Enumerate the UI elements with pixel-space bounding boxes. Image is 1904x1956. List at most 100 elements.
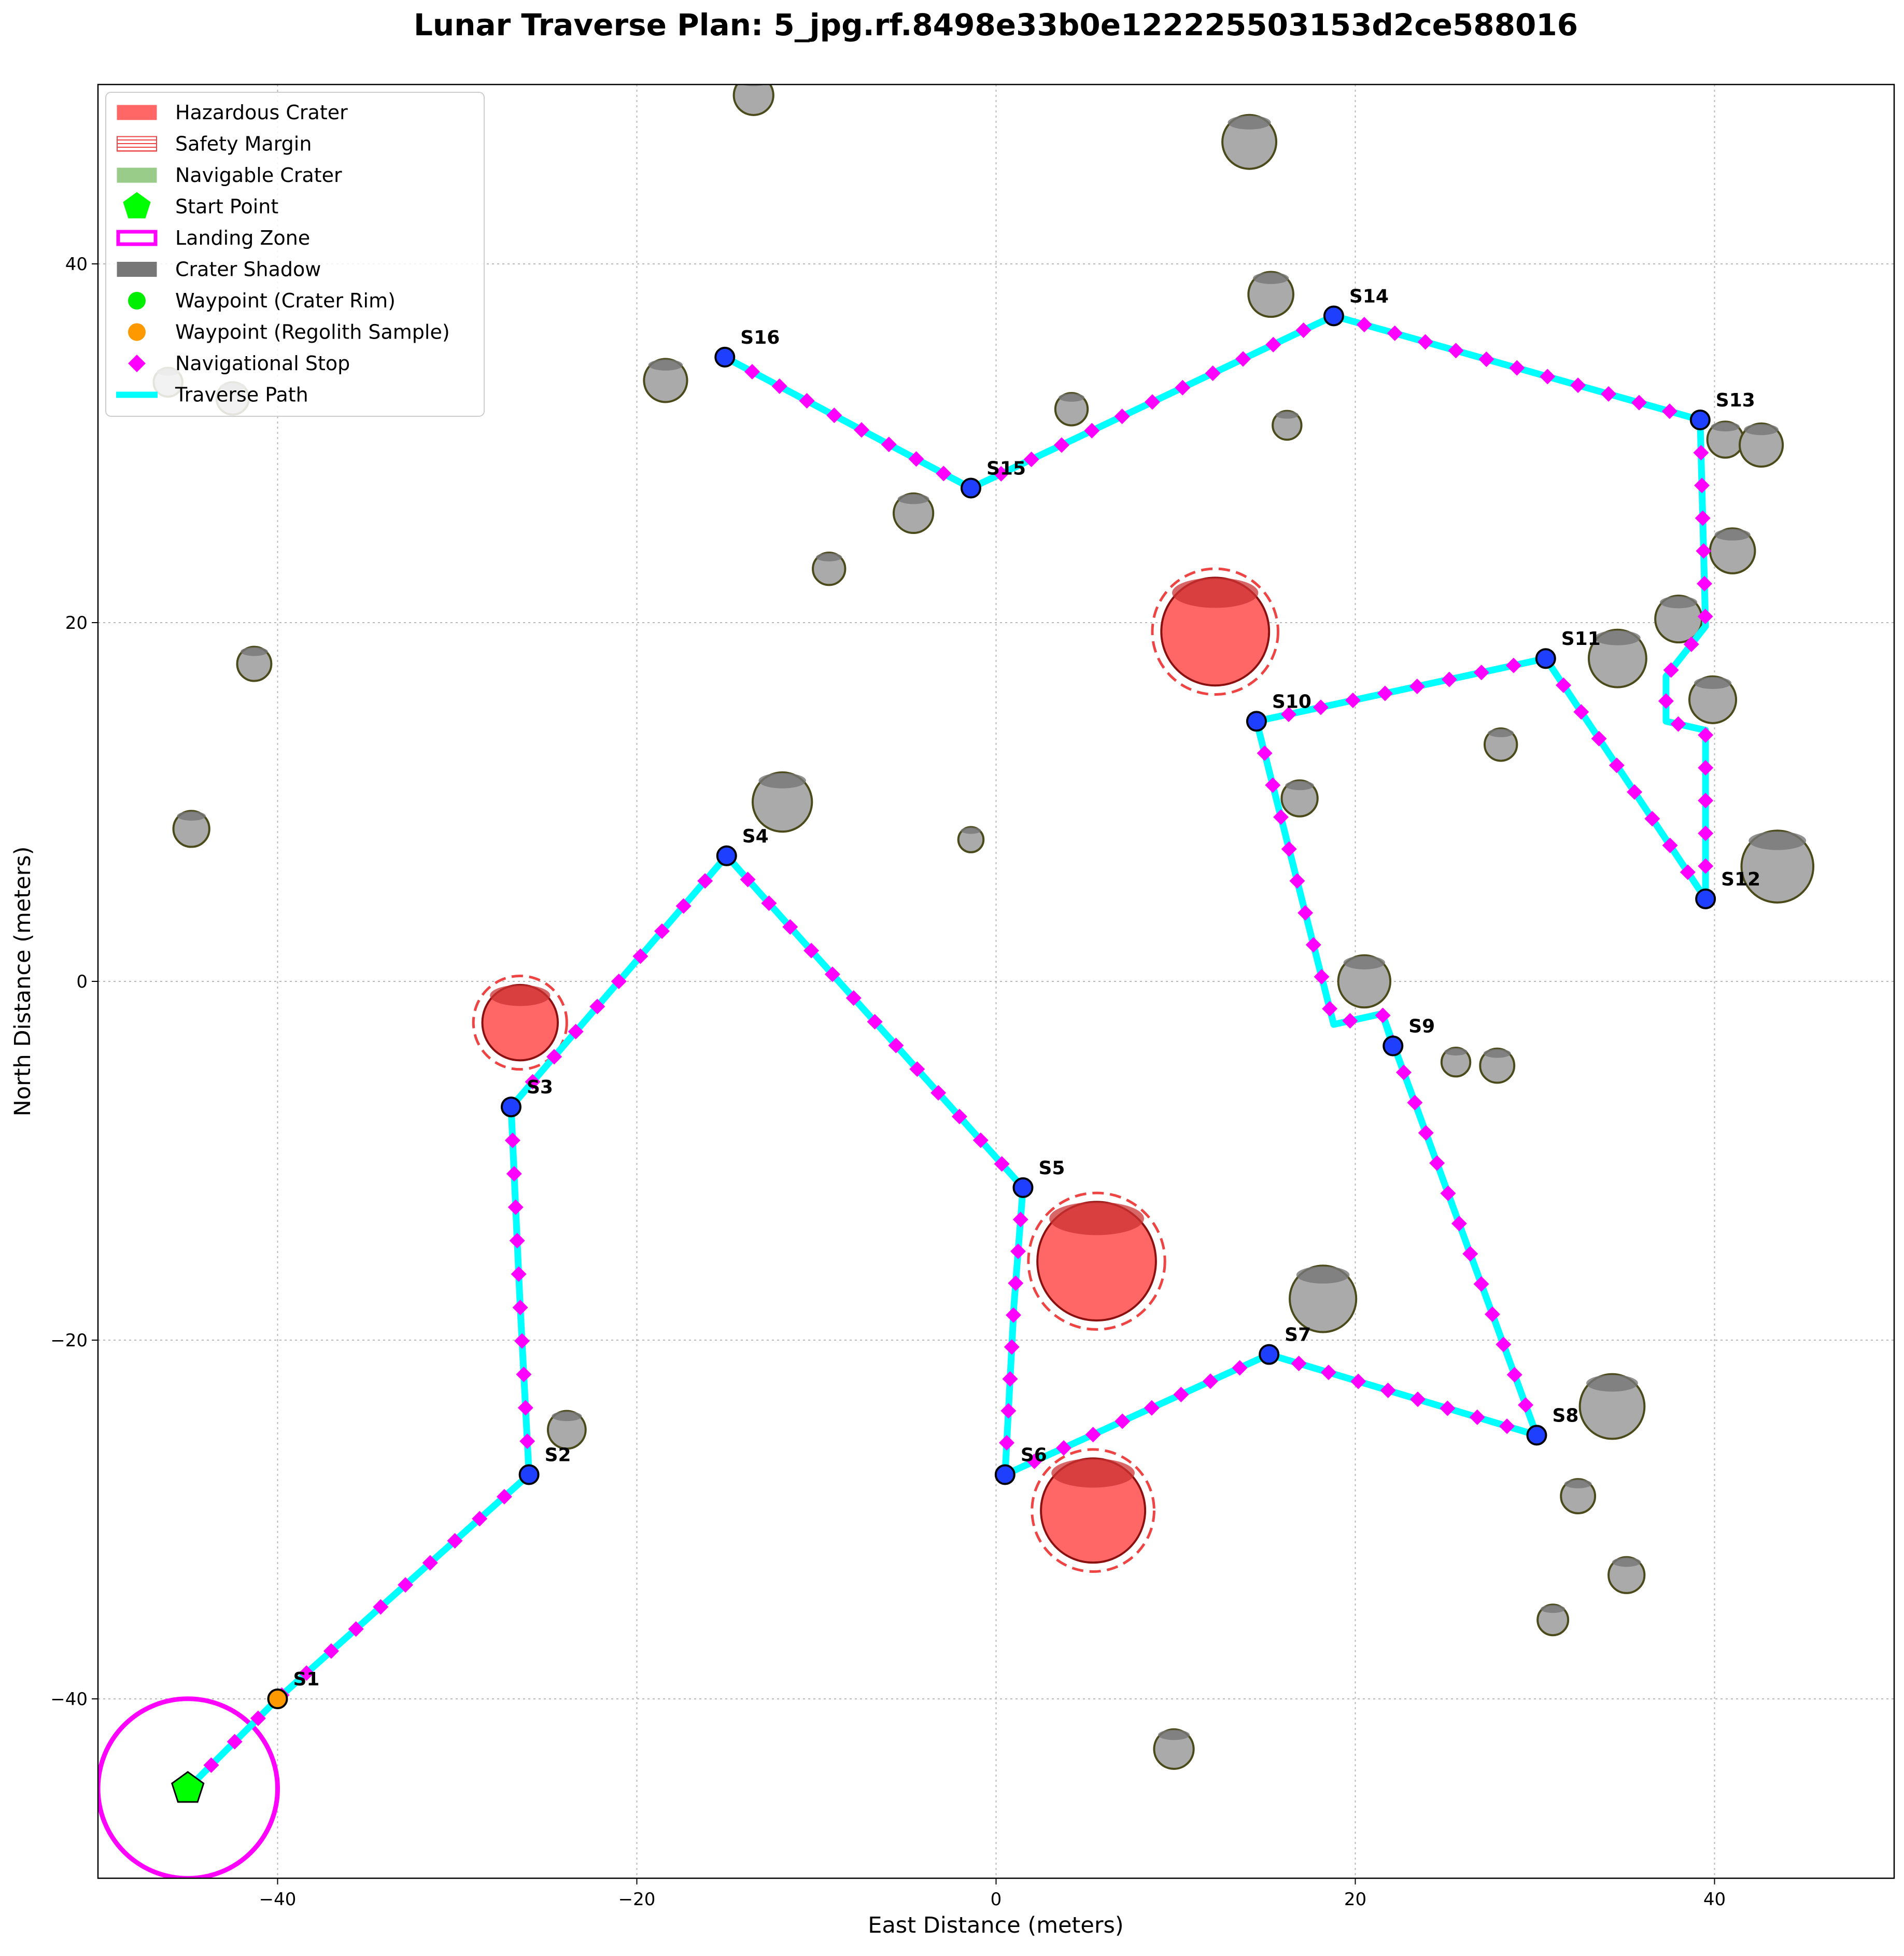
navigational-stop bbox=[519, 1433, 535, 1450]
waypoint-marker bbox=[1526, 1425, 1547, 1446]
navigational-stop bbox=[250, 1710, 266, 1726]
navigable-crater bbox=[1607, 1556, 1646, 1594]
navigational-stop bbox=[1144, 1400, 1160, 1416]
navigational-stop bbox=[1010, 1243, 1026, 1259]
navigational-stop bbox=[1631, 395, 1647, 411]
waypoint-label: S2 bbox=[545, 1445, 571, 1466]
navigational-stop bbox=[1429, 1155, 1445, 1171]
waypoint-marker bbox=[714, 346, 736, 368]
navigational-stop bbox=[771, 378, 787, 395]
navigational-stop bbox=[1591, 730, 1607, 747]
navigational-stop bbox=[1345, 692, 1361, 708]
navigational-stop bbox=[1698, 760, 1714, 776]
navigational-stop bbox=[654, 923, 670, 939]
waypoint-marker bbox=[1535, 648, 1556, 669]
navigable-crater bbox=[1280, 779, 1319, 818]
crater-shadow bbox=[1694, 677, 1732, 689]
navigable-crater bbox=[236, 645, 273, 682]
navigational-stop bbox=[1205, 365, 1221, 382]
x-tick-label: 20 bbox=[1344, 1889, 1366, 1910]
crater-shadow bbox=[1228, 115, 1271, 130]
crater-shadow bbox=[1541, 1605, 1565, 1613]
navigational-stop bbox=[504, 1132, 520, 1148]
legend-swatch bbox=[123, 192, 151, 219]
navigational-stop bbox=[1257, 745, 1273, 761]
hazard-crater-shadow bbox=[490, 984, 551, 1006]
waypoint-label: S15 bbox=[986, 458, 1026, 480]
hazard-crater-layer bbox=[472, 567, 1280, 1573]
navigational-stop bbox=[1175, 379, 1191, 396]
crater-shadow bbox=[758, 772, 806, 789]
legend-swatch bbox=[128, 323, 146, 341]
x-axis-label: East Distance (meters) bbox=[868, 1912, 1123, 1938]
chart-title: Lunar Traverse Plan: 5_jpg.rf.8498e33b0e… bbox=[414, 7, 1578, 43]
navigational-stop bbox=[203, 1757, 219, 1773]
navigable-crater bbox=[892, 492, 935, 534]
y-tick-label: 20 bbox=[65, 613, 88, 634]
navigational-stop bbox=[993, 466, 1009, 482]
navigational-stop bbox=[1601, 386, 1617, 402]
crater-shadow bbox=[1488, 728, 1514, 737]
navigable-crater bbox=[751, 771, 813, 833]
navigational-stop bbox=[1313, 699, 1329, 715]
navigational-stop bbox=[632, 948, 648, 964]
navigable-crater bbox=[1483, 727, 1518, 762]
navigational-stop bbox=[1696, 543, 1712, 559]
waypoint-marker bbox=[1259, 1344, 1280, 1365]
navigational-stop bbox=[1573, 704, 1589, 720]
navigational-stop bbox=[909, 1061, 925, 1077]
waypoint-label: S16 bbox=[740, 327, 780, 348]
crater-shadow bbox=[1285, 781, 1314, 791]
navigational-stop bbox=[1053, 437, 1069, 453]
navigational-stop bbox=[888, 1037, 904, 1053]
waypoint-marker bbox=[1323, 305, 1344, 327]
navigational-stop bbox=[1440, 1185, 1456, 1201]
navigational-stop bbox=[1114, 409, 1130, 425]
navigational-stop bbox=[1609, 757, 1625, 773]
navigable-crater bbox=[957, 826, 985, 853]
navigational-stop bbox=[512, 1300, 528, 1316]
y-tick-label: −40 bbox=[50, 1689, 88, 1710]
navigational-stop bbox=[1232, 1360, 1248, 1376]
navigational-stop bbox=[589, 998, 605, 1015]
legend-label: Navigable Crater bbox=[175, 164, 342, 187]
waypoint-marker bbox=[500, 1096, 521, 1118]
start-point bbox=[171, 1771, 205, 1803]
crater-shadow bbox=[1714, 529, 1751, 541]
navigable-crater bbox=[1272, 410, 1303, 441]
navigational-stop bbox=[1697, 575, 1713, 592]
crater-shadow bbox=[1711, 422, 1740, 432]
navigational-stop bbox=[1407, 1094, 1423, 1110]
legend-label: Landing Zone bbox=[175, 227, 310, 249]
waypoint-label: S1 bbox=[293, 1669, 320, 1690]
navigational-stop bbox=[908, 451, 924, 467]
hazard-crater bbox=[1040, 1457, 1147, 1564]
navigational-stop bbox=[1004, 1339, 1020, 1355]
navigational-stop bbox=[999, 1434, 1015, 1451]
navigable-crater bbox=[1688, 675, 1738, 724]
waypoint-label: S7 bbox=[1285, 1325, 1311, 1346]
navigable-crater-layer bbox=[152, 85, 1815, 1770]
navigational-stop bbox=[1509, 360, 1525, 376]
navigational-stop bbox=[1295, 322, 1311, 339]
navigational-stop bbox=[373, 1599, 389, 1615]
legend-label: Start Point bbox=[175, 195, 278, 218]
navigational-stop bbox=[1469, 1409, 1485, 1425]
crater-shadow bbox=[1483, 1049, 1511, 1058]
legend-label: Waypoint (Regolith Sample) bbox=[175, 321, 450, 344]
navigational-stop bbox=[1409, 679, 1425, 695]
navigational-stop bbox=[803, 942, 820, 959]
traverse-path-segment bbox=[1002, 1351, 1273, 1478]
hazard-crater-shadow bbox=[1049, 1202, 1145, 1235]
x-tick-label: 0 bbox=[991, 1889, 1002, 1910]
crater-shadow bbox=[1660, 596, 1698, 609]
navigable-crater bbox=[1247, 271, 1294, 318]
legend-label: Hazardous Crater bbox=[175, 101, 348, 124]
navigational-stop bbox=[1484, 1306, 1500, 1322]
navigational-stop bbox=[1235, 351, 1251, 367]
waypoint-marker bbox=[1689, 410, 1711, 431]
crater-shadow bbox=[961, 827, 981, 834]
navigable-crater bbox=[1739, 422, 1784, 468]
navigational-stop bbox=[740, 871, 756, 888]
waypoint-marker bbox=[267, 1688, 288, 1709]
